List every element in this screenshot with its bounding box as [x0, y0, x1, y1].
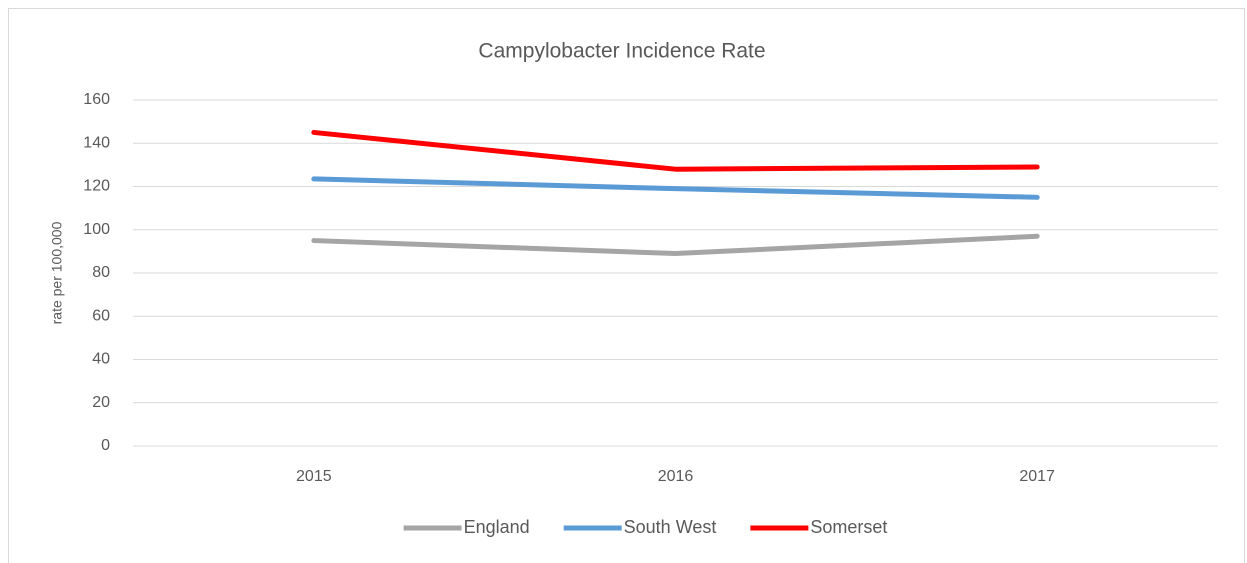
data-line	[311, 129, 1040, 172]
y-tick-label: 160	[83, 91, 110, 108]
legend-label: South West	[624, 517, 717, 537]
x-tick-label: 2015	[296, 468, 332, 485]
y-tick-label: 80	[92, 264, 110, 281]
y-tick-label: 40	[92, 351, 110, 368]
chart-title: Campylobacter Incidence Rate	[478, 40, 765, 63]
y-tick-label: 0	[101, 437, 110, 454]
x-tick-label: 2016	[658, 468, 694, 485]
legend-label: England	[464, 517, 530, 537]
data-line	[311, 233, 1040, 257]
y-tick-label: 120	[83, 178, 110, 195]
data-line	[311, 176, 1040, 200]
y-tick-label: 20	[92, 394, 110, 411]
x-tick-label: 2017	[1019, 468, 1055, 485]
y-axis-title: rate per 100,000	[49, 221, 65, 324]
y-tick-label: 140	[83, 134, 110, 151]
legend-label: Somerset	[810, 517, 887, 537]
y-tick-label: 60	[92, 307, 110, 324]
y-tick-label: 100	[83, 221, 110, 238]
chart-border	[8, 8, 1245, 563]
